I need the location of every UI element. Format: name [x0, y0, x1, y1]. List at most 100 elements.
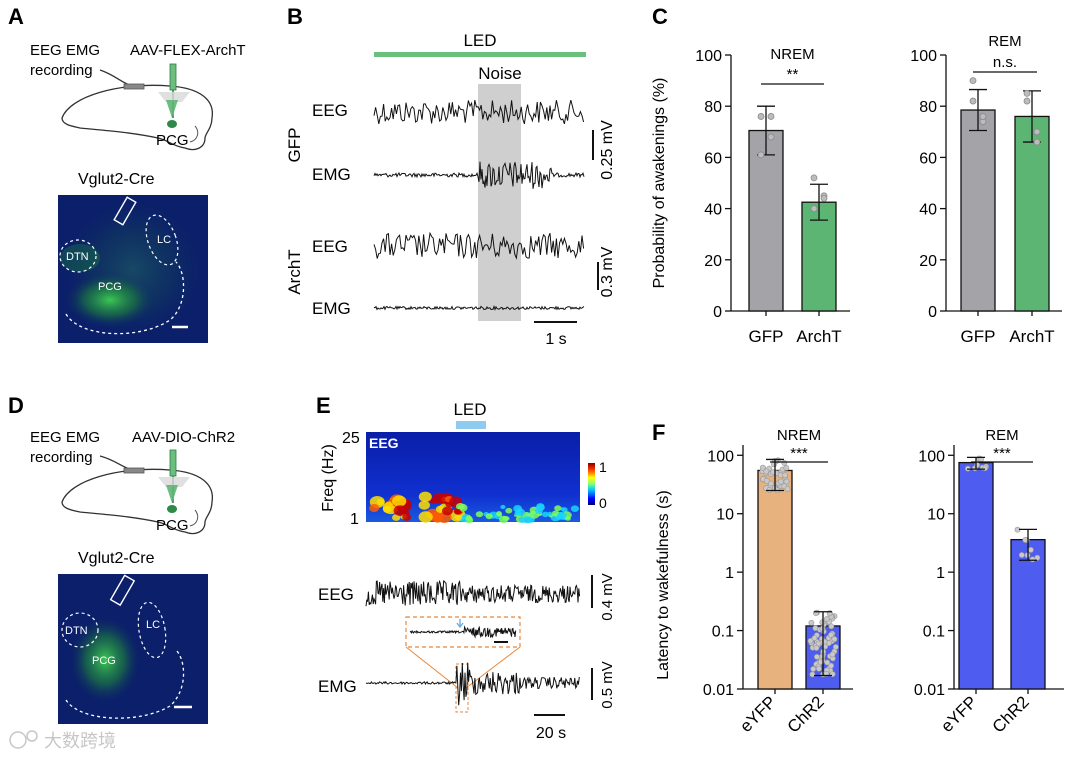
group-gfp-label: GFP [285, 128, 304, 163]
bar-eyfp [958, 461, 994, 690]
spectrogram-blob [392, 495, 407, 507]
spectrogram-blob [496, 511, 502, 516]
spectrogram-label: EEG [369, 435, 399, 451]
panel-a: EEG EMG recording AAV-FLEX-ArchT PCG Vgl… [30, 42, 246, 343]
emg-trace [365, 662, 580, 706]
spectrogram-blob [369, 504, 380, 512]
data-point [819, 619, 826, 626]
virus-label: AAV-DIO-ChR2 [132, 429, 235, 446]
panel-label-f: F [652, 420, 665, 445]
y-tick-label: 10 [927, 507, 945, 524]
colorbar [588, 463, 595, 505]
y-tick-label: 60 [919, 150, 937, 167]
recording-label-line2: recording [30, 62, 93, 79]
bar-archt [1014, 115, 1050, 312]
data-point [763, 468, 770, 475]
noise-shade [478, 84, 521, 321]
spectrogram-blob [522, 516, 532, 524]
spectrogram-blob [505, 507, 513, 514]
spectrogram-blob [485, 513, 493, 520]
data-point [810, 205, 818, 213]
spectrogram-blob [392, 514, 401, 521]
data-point [828, 662, 834, 669]
y-tick-label: 0.01 [914, 682, 945, 699]
group-archt-label: ArchT [285, 249, 304, 294]
data-point [831, 636, 838, 642]
x-tick-label: ArchT [1009, 327, 1054, 346]
bar-chr2 [1010, 538, 1046, 690]
chart-c-ylabel: Probability of awakenings (%) [651, 78, 668, 289]
spectrogram-blob [454, 508, 461, 515]
x-tick-label: ChR2 [784, 692, 828, 736]
x-tick-label: ArchT [796, 327, 841, 346]
data-point [832, 644, 839, 650]
watermark-text: 大数跨境 [44, 731, 116, 751]
chart-title: REM [985, 427, 1018, 444]
data-point [767, 133, 775, 141]
y-tick-label: 100 [707, 448, 734, 465]
scale-label-eeg: 0.4 mV [599, 573, 616, 621]
data-point [1033, 128, 1041, 136]
chart-title: REM [988, 33, 1021, 50]
data-point [782, 472, 788, 479]
scale-label-emg: 0.5 mV [599, 661, 616, 709]
data-point [783, 478, 790, 485]
led-bar [456, 421, 486, 429]
scale-label-gfp: 0.25 mV [599, 120, 616, 180]
spectrogram-blob [475, 511, 484, 518]
spectrogram-blob [547, 511, 553, 516]
data-point [1022, 537, 1029, 543]
data-point [784, 485, 791, 492]
led-bar [374, 52, 586, 57]
y-tick-label: 100 [695, 48, 722, 65]
chart-c-nrem: 0 20 40 60 80 100 GFP ArchT NREM ** [695, 46, 850, 346]
chart-f-ylabel: Latency to wakefulness (s) [655, 490, 672, 679]
data-point [1023, 97, 1031, 105]
brain-outline-icon [61, 468, 213, 535]
y-tick-label: 0 [928, 304, 937, 321]
spectrogram-blob [393, 505, 407, 516]
y-tick-label: 80 [704, 99, 722, 116]
panel-label-a: A [8, 4, 24, 29]
panel-e: LED Freq (Hz) 25 1 EEG 1 0 EEG 0.4 mV EM… [318, 400, 616, 742]
panel-label-d: D [8, 393, 24, 418]
syringe-icon [169, 63, 177, 91]
data-point [816, 665, 822, 672]
data-point [829, 651, 836, 658]
histology-lc-label: LC [157, 234, 171, 246]
archt-eeg-trace [373, 231, 585, 260]
spectrogram-blob [500, 504, 506, 510]
data-point [979, 113, 987, 120]
spectrogram-blob [542, 511, 549, 518]
histology-dtn-label: DTN [66, 251, 89, 263]
data-point [759, 464, 766, 471]
gfp-eeg-label: EEG [312, 101, 348, 120]
y-tick-label: 10 [716, 507, 734, 524]
spectrogram-blob [554, 505, 562, 512]
spectrogram-blob [515, 508, 525, 517]
recording-cable [99, 69, 133, 87]
significance-label: *** [993, 445, 1011, 462]
x-tick-label: ChR2 [989, 692, 1033, 736]
gfp-emg-label: EMG [312, 165, 351, 184]
y-tick-label: 20 [919, 253, 937, 270]
x-tick-label: eYFP [736, 692, 780, 736]
spectrogram-blob [418, 500, 430, 510]
recording-label-line2: recording [30, 449, 93, 466]
data-point [777, 478, 784, 485]
panel-label-b: B [287, 4, 303, 29]
time-scale-label: 1 s [545, 331, 566, 348]
histology-pcg-label: PCG [92, 655, 116, 667]
bar-gfp [748, 129, 784, 312]
panel-b: LED Noise GFP ArchT EEG EMG EEG EMG 0.25… [285, 31, 616, 348]
spectrogram-power [369, 491, 580, 524]
chart-f-nrem: 0.01 0.1 1 10 100 eYFP ChR2 NREM*** [703, 427, 853, 737]
panel-label-e: E [316, 393, 331, 418]
noise-label: Noise [478, 64, 521, 83]
data-point [1029, 556, 1036, 563]
data-point [783, 464, 790, 471]
data-point [1034, 554, 1041, 561]
y-tick-label: 100 [910, 48, 937, 65]
chart-c-rem: 0 20 40 60 80 100 GFP ArchT REM n.s. [910, 33, 1062, 346]
syringe-icon [169, 449, 177, 477]
